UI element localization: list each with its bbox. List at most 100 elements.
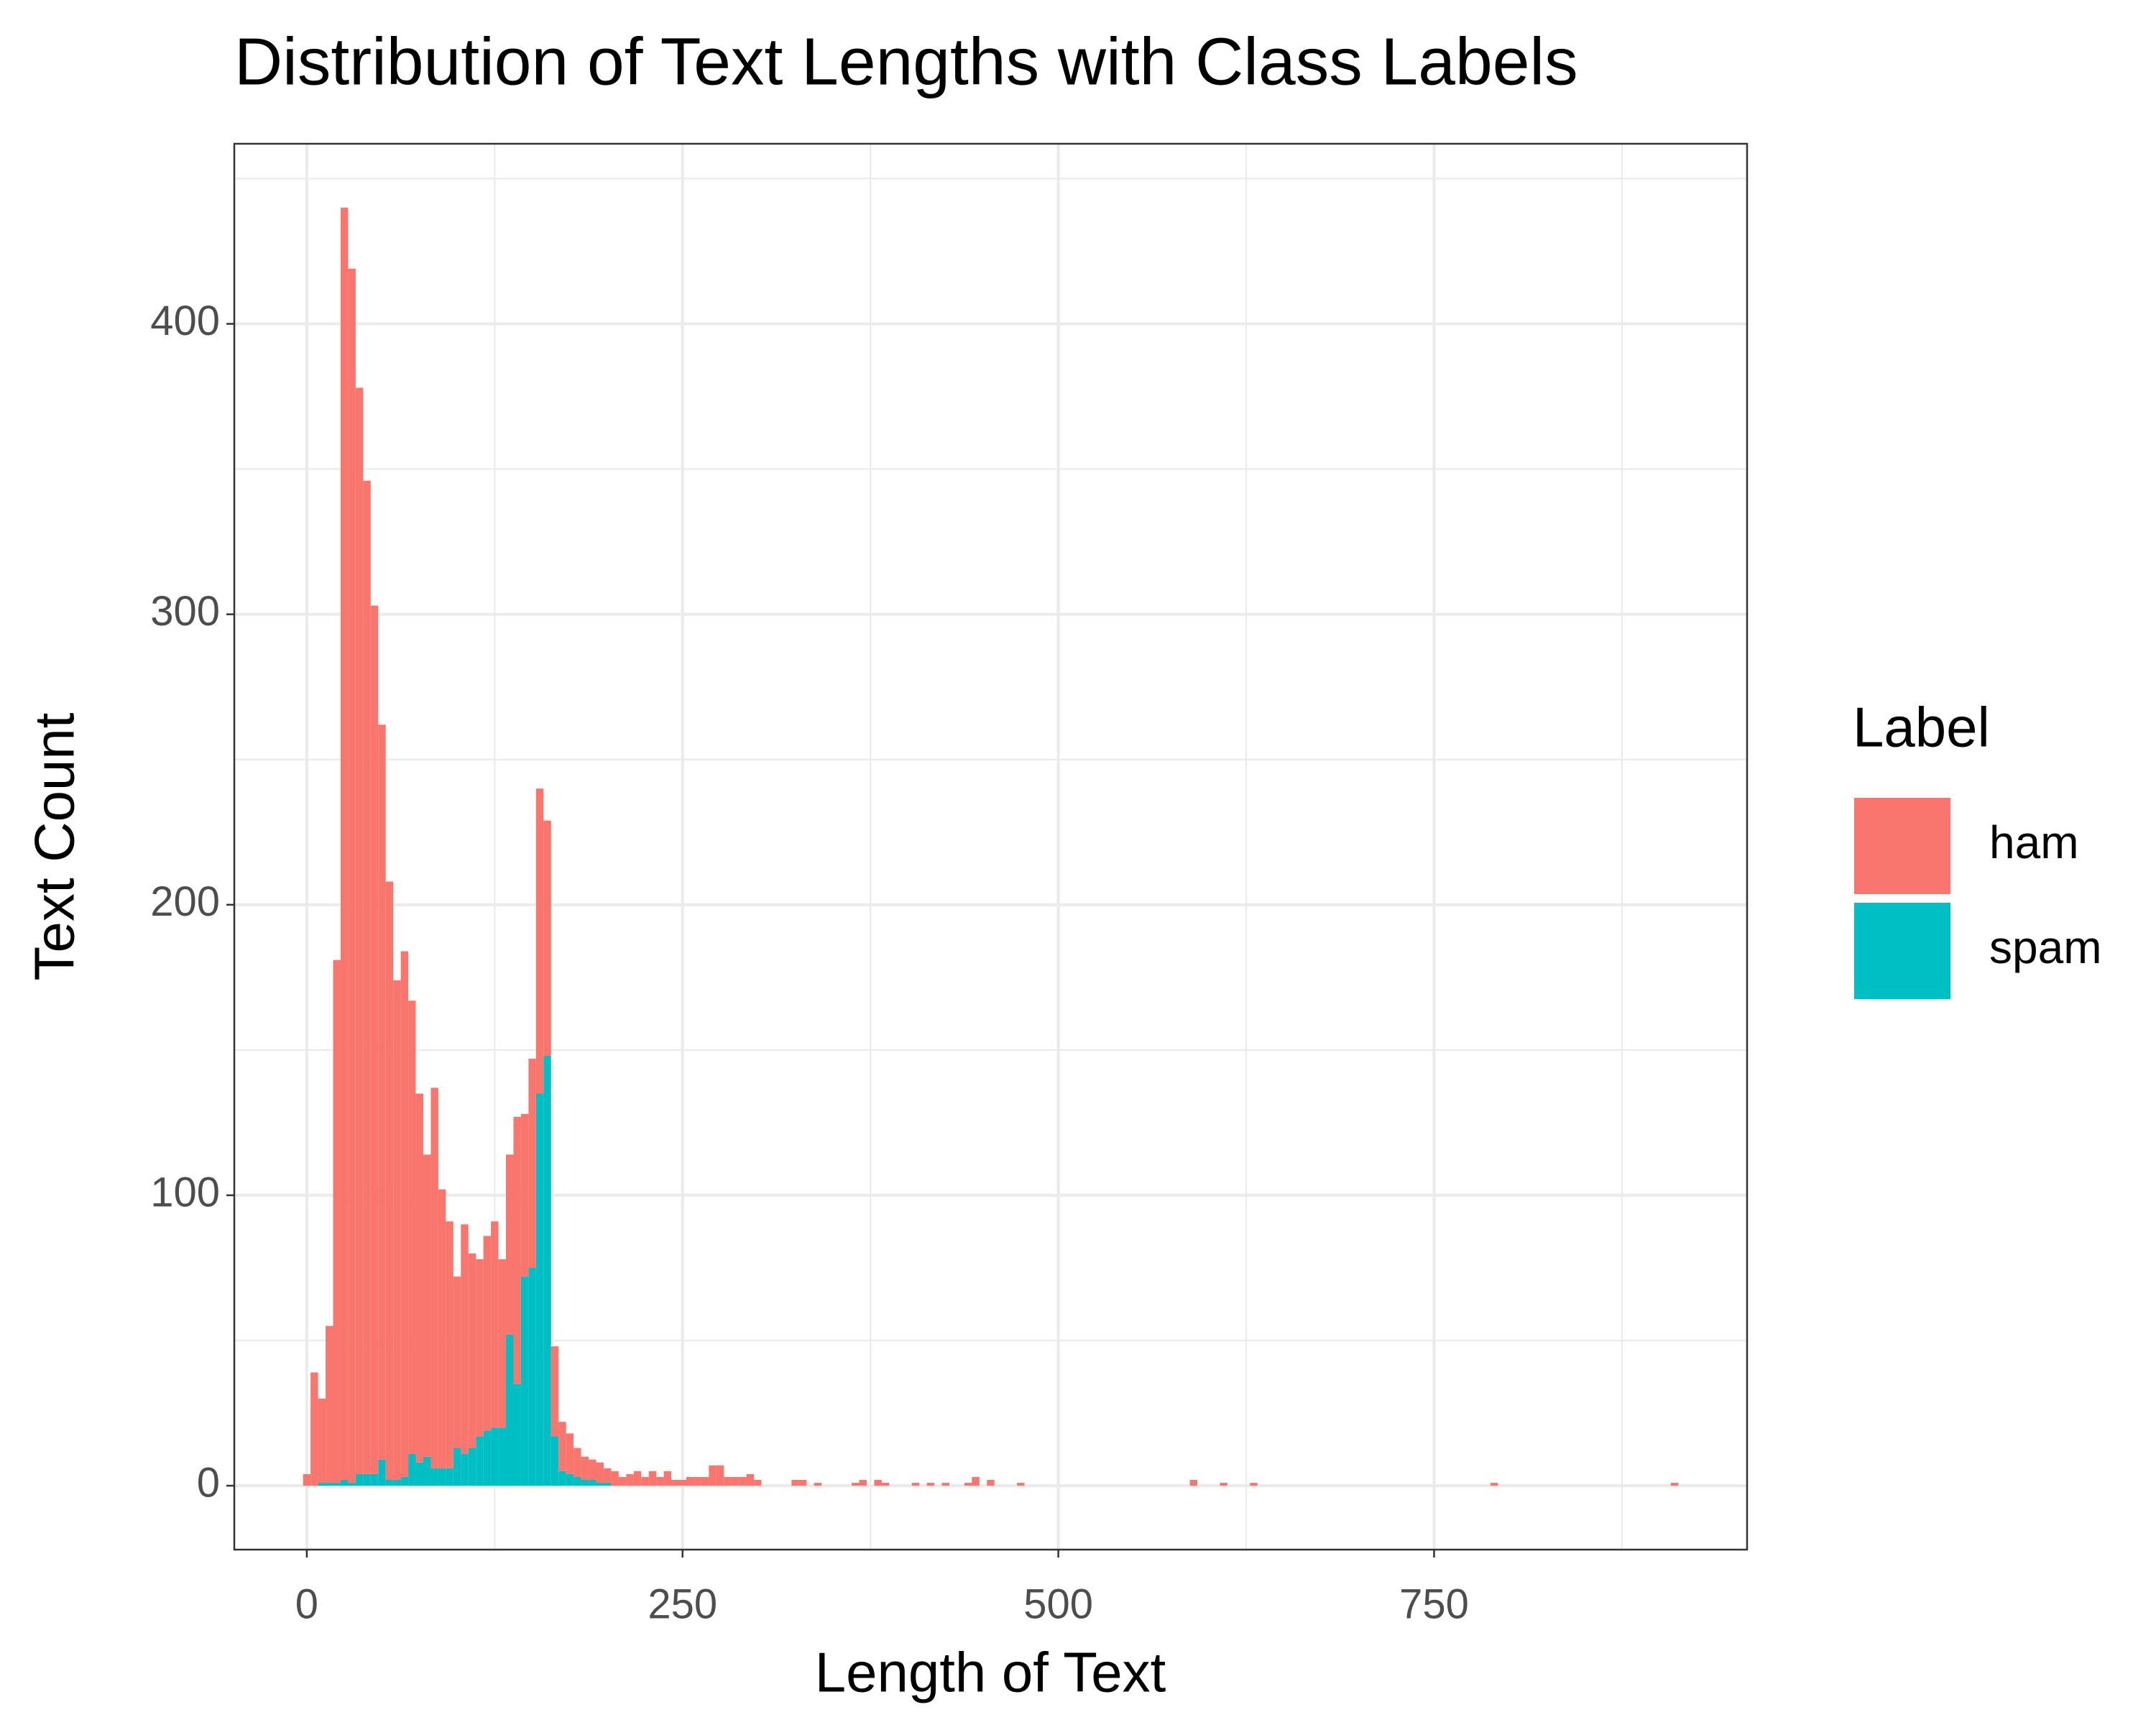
x-tick-label: 0 [295,1581,318,1627]
bar [754,1480,762,1486]
bar [550,1346,559,1437]
bar [987,1480,995,1486]
bar [415,1462,423,1486]
legend-label: ham [1989,816,2079,868]
bar [430,1468,438,1486]
bar [589,1480,596,1486]
y-axis-label: Text Count [23,712,86,980]
bar [746,1473,755,1486]
bar [686,1476,694,1486]
bar [348,268,356,1484]
bar [566,1473,574,1486]
bar [581,1456,589,1481]
bar [340,1480,349,1486]
x-tick-label: 750 [1399,1581,1469,1627]
bar [648,1471,657,1486]
chart-title: Distribution of Text Lengths with Class … [234,24,1578,99]
bar [859,1480,867,1486]
bar [573,1448,581,1477]
y-tick-label: 400 [150,298,220,344]
bar [393,980,401,1481]
legend-swatch [1854,903,1950,999]
bar [603,1468,612,1484]
bar [791,1480,799,1486]
y-tick-label: 100 [150,1169,220,1215]
bar [438,1468,446,1486]
bar [1670,1483,1679,1486]
x-axis-label: Length of Text [815,1641,1166,1704]
bar [438,1189,446,1468]
legend-swatch [1854,798,1950,894]
bar [520,1276,529,1486]
bar [581,1480,589,1486]
bar [491,1427,499,1486]
bar [385,1480,394,1486]
bar [972,1476,980,1486]
bar [543,820,551,1056]
bar [663,1471,672,1486]
bar [370,605,379,1474]
bar [558,1471,566,1486]
bar [333,1483,341,1486]
bar [1189,1480,1198,1486]
bar [446,1468,453,1486]
x-tick-label: 250 [648,1581,717,1627]
bar [543,1055,551,1486]
bar [941,1483,949,1486]
bar [596,1483,604,1486]
bar [310,1372,318,1486]
bar [363,480,371,1474]
bar [566,1433,574,1474]
bar [355,1473,364,1486]
bar [326,1325,333,1484]
bar [453,1448,461,1486]
bar [596,1462,604,1484]
y-tick-label: 0 [197,1459,220,1506]
bar [535,1093,544,1486]
panel-border [233,142,1749,1551]
bar [423,1456,431,1486]
y-tick-label: 200 [150,878,220,925]
bar [483,1236,492,1431]
bar [694,1476,701,1486]
bar [430,1087,438,1468]
bar [303,1473,311,1486]
bar [573,1476,581,1486]
bar [964,1483,972,1486]
bar [603,1483,612,1486]
bar [1490,1483,1498,1486]
bar [461,1224,469,1454]
bar [491,1221,499,1428]
bar [535,788,544,1094]
bar [709,1465,717,1486]
bar [641,1476,649,1486]
bar [326,1483,333,1486]
bar [318,1483,326,1486]
bar [318,1398,326,1484]
bar [378,724,386,1460]
bar [550,1436,559,1486]
bar [415,1093,423,1463]
bar [333,960,341,1484]
bar [348,1483,356,1486]
bar [355,387,364,1474]
bar [656,1476,664,1486]
bar [874,1480,882,1486]
bar [724,1476,732,1486]
bar [528,1059,536,1268]
bar [626,1473,634,1486]
bar [506,1154,514,1335]
bar [798,1480,807,1486]
bar [814,1483,822,1486]
bar [453,1276,461,1448]
bar [731,1476,740,1486]
bar [513,1384,521,1486]
bar [611,1471,619,1486]
bar [1220,1483,1227,1486]
bar [671,1480,679,1486]
x-tick-label: 500 [1023,1581,1093,1627]
bar [468,1448,476,1486]
legend-title: Label [1853,696,1990,759]
